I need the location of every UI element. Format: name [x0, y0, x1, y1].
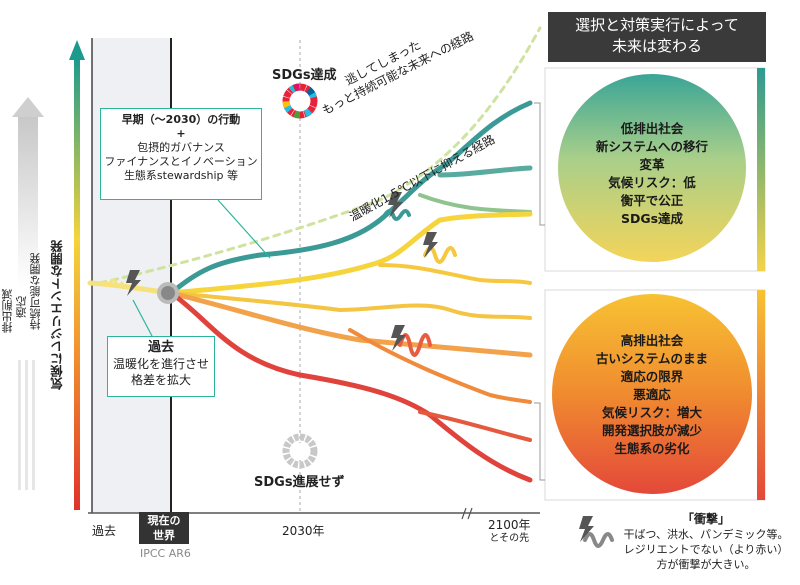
- resilience-axis-label: 気候にレジリエントな開発: [50, 240, 65, 390]
- bad-outcome-line: 悪適応: [633, 387, 671, 402]
- present-point: [157, 282, 179, 304]
- axis-arrow-head: [69, 40, 85, 60]
- past-box-line: 温暖化を進行させ: [112, 357, 209, 371]
- bad-outcome-line: 高排出社会: [620, 333, 684, 348]
- sdg-wheel-color: [282, 83, 318, 119]
- path-red: [168, 290, 533, 483]
- early-action-line: ファイナンスとイノベーション: [104, 155, 258, 168]
- good-outcome-line: 気候リスク：低: [608, 175, 696, 190]
- path-red-b: [418, 410, 532, 442]
- past-box-title: 過去: [147, 340, 174, 355]
- good-outcome-line: SDGs達成: [620, 211, 684, 226]
- lightning-icon: [391, 325, 406, 351]
- timeline-2100-label: 2100年 とその先: [488, 518, 531, 546]
- lightning-icon: [126, 270, 141, 296]
- shock-legend-line: 方が衝撃が大きい。: [656, 558, 756, 571]
- good-outcome-text: 低排出社会 新システムへの移行 変革 気候リスク：低 衡平で公正 SDGs達成: [572, 120, 732, 228]
- timeline-2030-label: 2030年: [282, 524, 325, 538]
- bad-outcome-circle: [552, 294, 752, 494]
- path-teal: [168, 100, 533, 296]
- header-box: [548, 12, 766, 62]
- bad-outcome-bar: [757, 290, 765, 500]
- lightning-icon: [423, 232, 438, 258]
- bad-outcome-text: 高排出社会 古いシステムのまま 適応の限界 悪適応 気候リスク：増大 開発選択肢…: [572, 332, 732, 458]
- timeline-past-label: 過去: [92, 524, 117, 538]
- path-orange-a: [168, 290, 533, 358]
- bad-outcome-line: 古いシステムのまま: [595, 351, 709, 366]
- early-action-box: 早期（～2030）の行動 + 包摂的ガバナンス ファイナンスとイノベーション 生…: [100, 108, 262, 200]
- good-outcome-line: 新システムへの移行: [595, 139, 709, 154]
- resilience-axis: [74, 58, 80, 510]
- axis-sub-label-mitigation: 排出削減: [1, 289, 14, 333]
- timeline-present-line: 世界: [153, 529, 175, 542]
- timeline-present-label: 現在の 世界: [139, 513, 189, 543]
- present-label-bg: [139, 512, 189, 544]
- header-line-2: 未来は変わる: [611, 37, 702, 55]
- timeline-present-line: 現在の: [147, 514, 181, 527]
- past-box: 過去 温暖化を進行させ 格差を拡大: [107, 336, 215, 397]
- header-line-1: 選択と対策実行によって: [575, 16, 739, 34]
- timeline-2100-line: 2100年: [488, 518, 531, 532]
- shock-legend-icon: [579, 516, 614, 548]
- bad-outcome-line: 適応の限界: [620, 369, 684, 384]
- lightning-icon: [388, 192, 403, 218]
- shock-legend-line: レジリエントでない（より赤い）: [623, 543, 789, 556]
- good-outcome-line: 衡平で公正: [620, 193, 684, 208]
- early-action-line: 生態系stewardship 等: [123, 169, 239, 182]
- path-teal-branch: [437, 165, 533, 178]
- axis-sub-label-adaptation: 適応: [15, 296, 28, 318]
- sdg-achieved-label: SDGs達成: [272, 68, 337, 83]
- timeline-present-sub: IPCC AR6: [140, 547, 191, 560]
- shock-legend-line: 干ばつ、洪水、パンデミック等。: [623, 528, 789, 541]
- early-action-line: 包摂的ガバナンス: [137, 141, 225, 154]
- path-yellow-b: [378, 263, 532, 285]
- early-action-title: 早期（～2030）の行動: [121, 113, 241, 126]
- axis-sub-label-sustainable: 持続可能な開発: [29, 253, 42, 330]
- early-action-plus: +: [176, 127, 186, 140]
- path-missed-sustainable: [98, 26, 542, 285]
- timeline-2100-line: とその先: [489, 533, 530, 544]
- bad-outcome-line: 開発選択肢が減少: [601, 423, 702, 438]
- shock-legend: 「衝撃」 干ばつ、洪水、パンデミック等。 レジリエントでない（より赤い） 方が衝…: [620, 512, 792, 572]
- past-box-line: 格差を拡大: [130, 373, 191, 387]
- bad-outcome-line: 気候リスク：増大: [601, 405, 702, 420]
- path-yellow-a: [168, 211, 533, 296]
- good-outcome-circle: [558, 74, 746, 262]
- good-outcome-line: 変革: [639, 157, 665, 172]
- path-teal-lower: [418, 193, 532, 214]
- sdg-not-progressed-label: SDGs進展せず: [254, 475, 345, 490]
- sdg-wheel-grey: [282, 433, 318, 469]
- early-action-connector: [217, 199, 271, 259]
- good-outcome-line: 低排出社会: [620, 121, 684, 136]
- grey-up-arrow: [12, 97, 44, 490]
- past-connector: [132, 299, 153, 337]
- lightning-icons: [126, 192, 438, 351]
- bad-outcome-line: 生態系の劣化: [614, 441, 690, 456]
- path-yellow-c: [169, 291, 532, 320]
- path-orange-b: [348, 328, 532, 404]
- good-outcome-bar: [757, 68, 765, 271]
- shock-legend-title: 「衝撃」: [681, 512, 730, 526]
